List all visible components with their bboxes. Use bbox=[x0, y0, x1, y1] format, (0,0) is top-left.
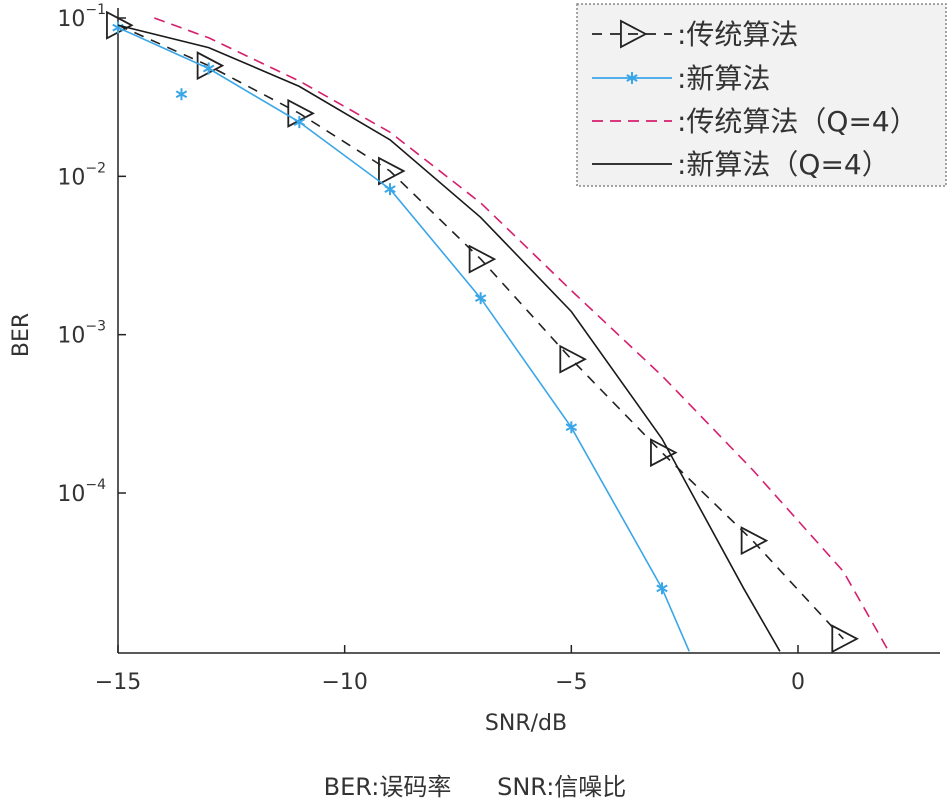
series-line-3 bbox=[154, 17, 890, 652]
asterisk-stroke bbox=[175, 90, 188, 99]
series-2-marker bbox=[175, 88, 188, 101]
series-1-marker bbox=[831, 624, 859, 654]
y-tick-label: 10−3 bbox=[57, 319, 106, 349]
series-1-marker bbox=[106, 10, 134, 40]
legend-items: :传统算法 :新算法 :传统算法（Q=4） :新算法（Q=4） bbox=[592, 18, 918, 181]
axis-ticks: −15 −10 −5 0 10−1 10−2 10−3 10−4 bbox=[57, 2, 805, 695]
asterisk-stroke bbox=[293, 118, 306, 126]
series-2-marker bbox=[293, 116, 306, 129]
series-1-marker bbox=[378, 156, 406, 186]
y-tick-label: 10−2 bbox=[57, 160, 106, 190]
x-tick-label: −15 bbox=[95, 670, 141, 695]
series-layer bbox=[106, 10, 890, 654]
series-2-marker bbox=[384, 183, 396, 196]
series-1-marker bbox=[650, 438, 678, 468]
legend-box bbox=[576, 3, 947, 187]
series-1-marker bbox=[287, 98, 315, 128]
series-1-marker bbox=[468, 244, 497, 274]
series-1-marker bbox=[196, 51, 225, 81]
series-line-4 bbox=[117, 24, 781, 652]
x-tick-label: 0 bbox=[791, 670, 805, 695]
plot-area bbox=[117, 8, 940, 654]
series-2-marker bbox=[656, 582, 668, 595]
legend: :传统算法 :新算法 :传统算法（Q=4） :新算法（Q=4） bbox=[576, 3, 947, 187]
series-1-marker bbox=[559, 344, 587, 374]
y-tick-label: 10−1 bbox=[57, 2, 106, 32]
series-1-marker bbox=[740, 526, 769, 556]
legend-marker-2 bbox=[626, 72, 638, 84]
y-axis-title: BER bbox=[9, 313, 34, 357]
x-tick-label: −5 bbox=[555, 670, 587, 695]
y-tick-label: 10−4 bbox=[57, 477, 106, 507]
x-axis-title: SNR/dB bbox=[485, 711, 567, 736]
asterisk-stroke bbox=[565, 423, 578, 432]
legend-label-4: :新算法（Q=4） bbox=[677, 148, 890, 181]
legend-label-3: :传统算法（Q=4） bbox=[677, 105, 918, 138]
legend-marker-1 bbox=[620, 19, 648, 49]
asterisk-stroke bbox=[384, 185, 396, 194]
legend-label-1: :传统算法 bbox=[677, 18, 798, 51]
asterisk-stroke bbox=[656, 584, 668, 593]
series-2-marker bbox=[474, 292, 487, 305]
series-line-1 bbox=[117, 24, 844, 640]
asterisk-stroke bbox=[474, 294, 487, 303]
series-2-marker bbox=[202, 62, 215, 75]
footnote: BER:误码率 SNR:信噪比 bbox=[324, 773, 627, 801]
x-tick-label: −10 bbox=[321, 670, 367, 695]
asterisk-stroke bbox=[202, 64, 215, 73]
asterisk-stroke bbox=[626, 74, 638, 82]
series-line-2 bbox=[117, 26, 690, 652]
series-2-marker bbox=[565, 421, 578, 434]
legend-label-2: :新算法 bbox=[677, 62, 770, 95]
